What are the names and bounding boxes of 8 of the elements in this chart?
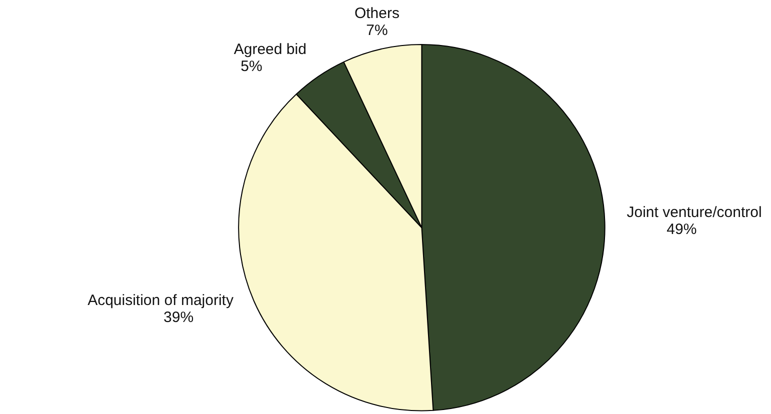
slice-label: Joint venture/control — [626, 204, 762, 222]
data-label: 49% — [666, 221, 697, 238]
slice-label: Agreed bid — [234, 40, 306, 58]
data-label: 7% — [366, 22, 388, 39]
data-label: 39% — [164, 309, 194, 326]
slice-label: Acquisition of majority — [88, 292, 234, 310]
slice-label: Others — [354, 4, 400, 22]
data-label: 5% — [240, 58, 262, 75]
